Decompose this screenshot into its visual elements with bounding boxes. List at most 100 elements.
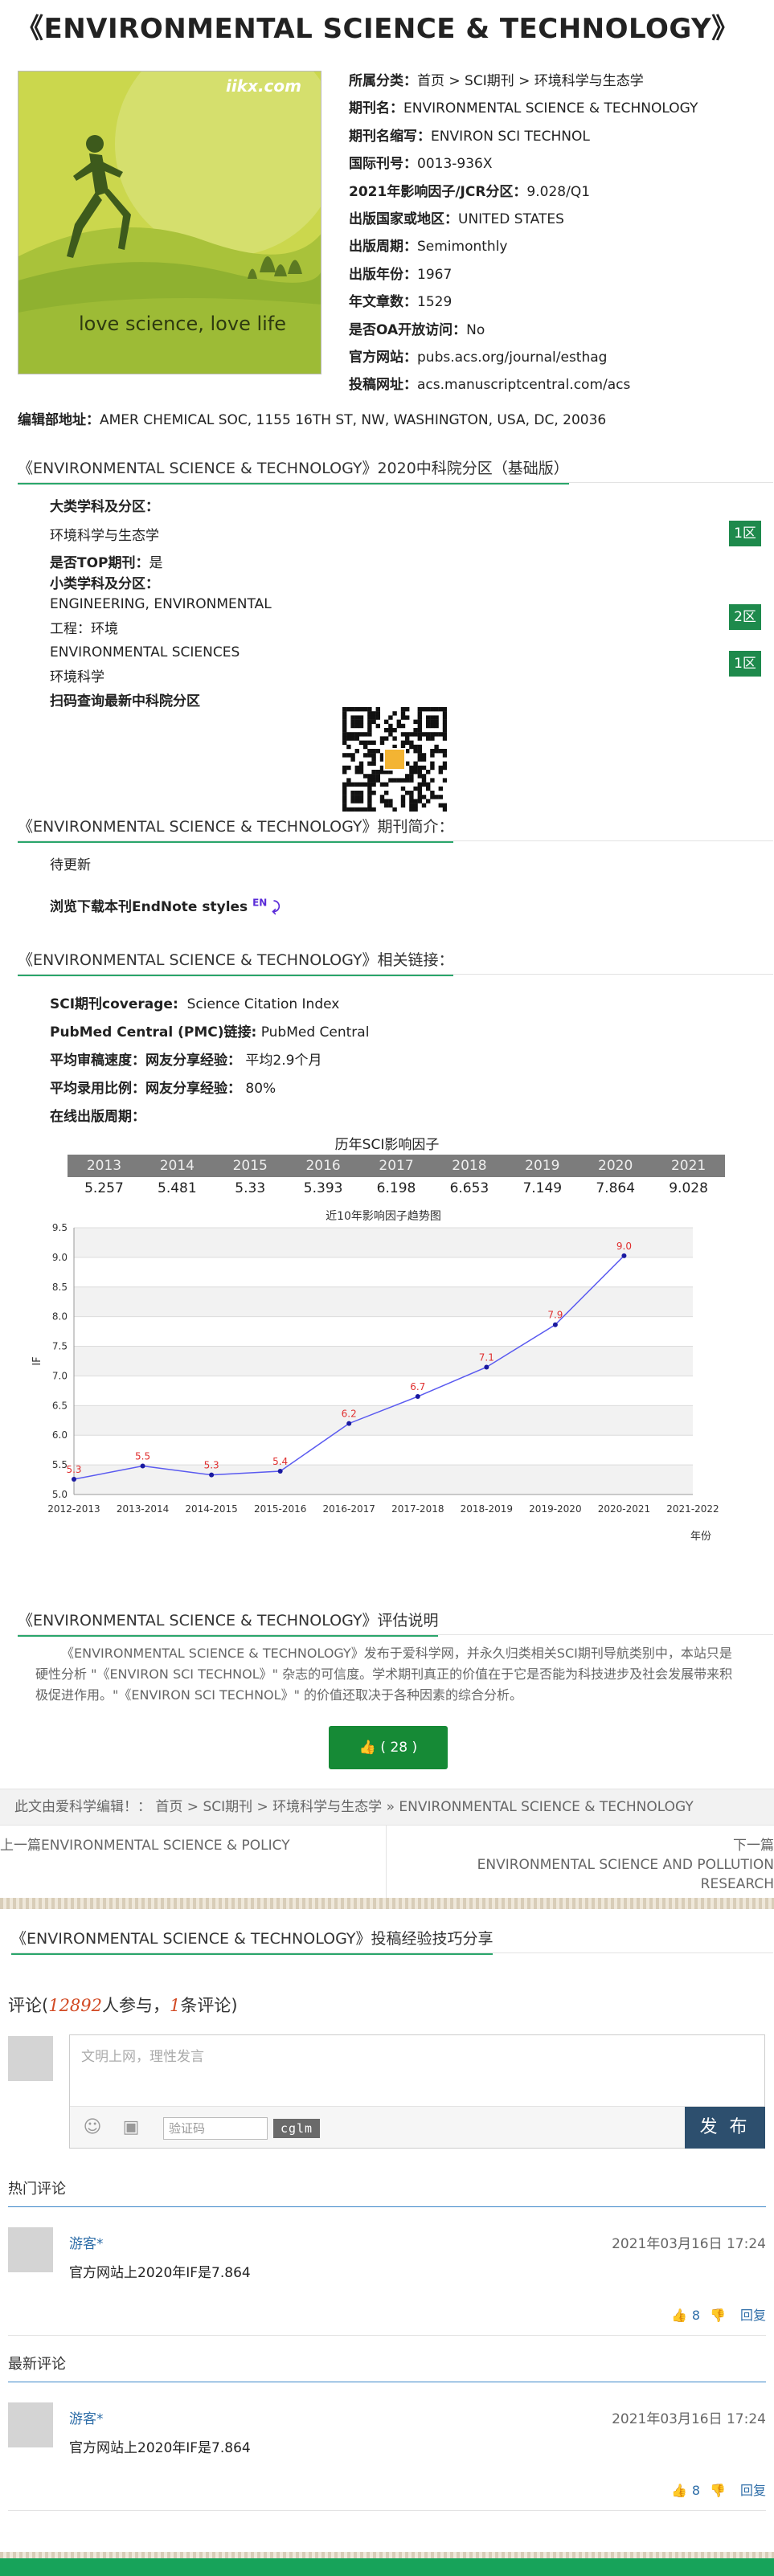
comment-user[interactable]: 游客* <box>69 2236 104 2252</box>
accept-rate-label: 平均录用比例： <box>50 1081 145 1097</box>
cas-top-label: 是否TOP期刊： <box>50 555 149 571</box>
like-button[interactable]: 👍 ( 28 ) <box>329 1726 448 1769</box>
pmc-row: PubMed Central (PMC)链接: PubMed Central <box>50 1020 369 1041</box>
accept-rate-value: 80% <box>245 1081 276 1097</box>
info-value: UNITED STATES <box>458 211 564 227</box>
data-label: 5.5 <box>135 1451 150 1462</box>
data-label: 7.9 <box>547 1310 563 1321</box>
info-value[interactable]: 首页 > SCI期刊 > 环境科学与生态学 <box>417 73 644 89</box>
editor-address-row: 编辑部地址：AMER CHEMICAL SOC, 1155 16TH ST, N… <box>18 408 606 428</box>
comment-time: 2021年03月16日 17:24 <box>612 2236 766 2252</box>
dislike-icon[interactable]: 👎 <box>710 2483 726 2498</box>
breadcrumb[interactable]: 此文由爱科学编辑！： 首页 > SCI期刊 > 环境科学与生态学 » ENVIR… <box>0 1789 774 1826</box>
links-section-heading: 《ENVIRONMENTAL SCIENCE & TECHNOLOGY》相关链接… <box>18 948 454 976</box>
comment-input[interactable]: 文明上网，理性发言 ☺ ▣ 验证码 cglm 发 布 <box>69 2034 765 2149</box>
like-icon[interactable]: 👍 <box>670 2308 687 2323</box>
if-table-caption: 历年SCI影响因子 <box>334 1137 440 1153</box>
data-label: 6.2 <box>342 1409 357 1420</box>
comment-user[interactable]: 游客* <box>69 2411 104 2427</box>
comment-actions: 👍 8 👎 回复 <box>666 2480 766 2499</box>
prev-article-link[interactable]: 上一篇ENVIRONMENTAL SCIENCE & POLICY <box>0 1834 290 1854</box>
if-year-cell: 2014 <box>159 1158 195 1174</box>
reply-button[interactable]: 回复 <box>739 2483 766 2498</box>
qr-code-image[interactable] <box>342 707 448 812</box>
image-icon[interactable]: ▣ <box>122 2117 140 2137</box>
editor-address-value: AMER CHEMICAL SOC, 1155 16TH ST, NW, WAS… <box>100 412 607 428</box>
endnote-link[interactable]: 浏览下载本刊EndNote styles EN ⤸ <box>50 895 280 915</box>
prev-label: 上一篇 <box>0 1838 41 1854</box>
if-year-cell: 2018 <box>452 1158 487 1174</box>
tips-section-heading[interactable]: 《ENVIRONMENTAL SCIENCE & TECHNOLOGY》投稿经验… <box>11 1927 493 1955</box>
cas-section-heading: 《ENVIRONMENTAL SCIENCE & TECHNOLOGY》2020… <box>18 456 569 485</box>
x-tick-label: 2016-2017 <box>323 1503 375 1515</box>
chart-grid-band <box>74 1286 693 1317</box>
x-tick-label: 2014-2015 <box>185 1503 237 1515</box>
if-year-cell: 2019 <box>525 1158 560 1174</box>
post-comment-button[interactable]: 发 布 <box>685 2107 765 2149</box>
coverage-row: SCI期刊coverage: Science Citation Index <box>50 992 339 1012</box>
if-year-cell: 2020 <box>598 1158 633 1174</box>
if-value-cell: 5.481 <box>158 1180 197 1196</box>
review-speed-label: 平均审稿速度： <box>50 1053 145 1069</box>
journal-cover-image: iikx.com love science, love life <box>18 71 321 374</box>
comment-toolbar: ☺ ▣ 验证码 cglm 发 布 <box>70 2106 765 2149</box>
info-label: 投稿网址： <box>349 377 417 394</box>
endnote-link-label[interactable]: 浏览下载本刊EndNote styles <box>50 899 248 915</box>
coverage-value[interactable]: Science Citation Index <box>186 996 340 1012</box>
qr-code-pattern <box>342 707 448 812</box>
coverage-label: SCI期刊coverage: <box>50 996 178 1012</box>
cas-top-value: 是 <box>149 555 163 571</box>
info-value[interactable]: acs.manuscriptcentral.com/acs <box>417 377 631 394</box>
x-tick-label: 2017-2018 <box>391 1503 444 1515</box>
reply-button[interactable]: 回复 <box>739 2308 766 2323</box>
next-title[interactable]: ENVIRONMENTAL SCIENCE AND POLLUTION RESE… <box>477 1857 774 1892</box>
info-row: 投稿网址：acs.manuscriptcentral.com/acs <box>349 373 630 393</box>
info-value: 9.028/Q1 <box>526 183 591 200</box>
captcha-input[interactable]: 验证码 <box>163 2117 268 2140</box>
dislike-icon[interactable]: 👎 <box>710 2308 726 2323</box>
y-tick-label: 5.0 <box>52 1489 68 1500</box>
emoji-icon[interactable]: ☺ <box>83 2117 102 2137</box>
info-value: 0013-936X <box>417 156 493 173</box>
prev-title[interactable]: ENVIRONMENTAL SCIENCE & POLICY <box>41 1838 290 1854</box>
divider <box>8 2335 766 2336</box>
info-value: No <box>466 321 485 338</box>
info-label: 所属分类： <box>349 73 417 89</box>
info-value: ENVIRON SCI TECHNOL <box>431 128 590 145</box>
info-row: 期刊名缩写：ENVIRON SCI TECHNOL <box>349 125 590 145</box>
data-label: 5.3 <box>204 1460 219 1471</box>
info-label: 出版周期： <box>349 239 417 256</box>
intro-section-heading: 《ENVIRONMENTAL SCIENCE & TECHNOLOGY》期刊简介… <box>18 815 454 843</box>
if-value-cell: 9.028 <box>669 1180 708 1196</box>
cover-logo: iikx.com <box>226 76 301 96</box>
captcha-image[interactable]: cglm <box>273 2119 320 2138</box>
info-label: 2021年影响因子/JCR分区： <box>349 183 527 200</box>
pmc-link[interactable]: PubMed Central <box>260 1024 370 1041</box>
cas-scan-label: 扫码查询最新中科院分区 <box>50 693 200 709</box>
like-count: ( 28 ) <box>380 1740 418 1756</box>
review-speed-source: 网友分享经验： <box>145 1053 241 1069</box>
info-value[interactable]: pubs.acs.org/journal/esthag <box>417 350 608 366</box>
endnote-icon: EN <box>252 897 268 909</box>
info-label: 出版年份： <box>349 266 417 283</box>
comments-title-suffix: 条评论) <box>180 1996 238 2015</box>
data-point <box>277 1469 283 1474</box>
info-label: 国际刊号： <box>349 156 417 173</box>
if-value-cell: 5.33 <box>235 1180 266 1196</box>
accept-rate-source: 网友分享经验： <box>145 1081 241 1097</box>
y-tick-label: 7.0 <box>52 1370 68 1381</box>
info-row: 国际刊号：0013-936X <box>349 152 493 172</box>
prev-next-divider <box>386 1826 387 1898</box>
x-axis-label: 年份 <box>690 1531 711 1543</box>
participant-count: 12892 <box>48 1996 103 2015</box>
info-row: 期刊名：ENVIRONMENTAL SCIENCE & TECHNOLOGY <box>349 96 698 117</box>
online-cycle-label: 在线出版周期： <box>50 1109 145 1125</box>
comments-title-prefix: 评论( <box>8 1996 49 2015</box>
next-article-link[interactable]: 下一篇 ENVIRONMENTAL SCIENCE AND POLLUTION … <box>436 1834 774 1894</box>
review-speed-value: 平均2.9个月 <box>245 1053 322 1069</box>
data-label: 5.4 <box>272 1456 288 1467</box>
avatar <box>8 2402 53 2447</box>
info-row: 是否OA开放访问：No <box>349 318 485 338</box>
like-icon[interactable]: 👍 <box>670 2483 687 2498</box>
pmc-label: PubMed Central (PMC)链接: <box>50 1024 257 1041</box>
